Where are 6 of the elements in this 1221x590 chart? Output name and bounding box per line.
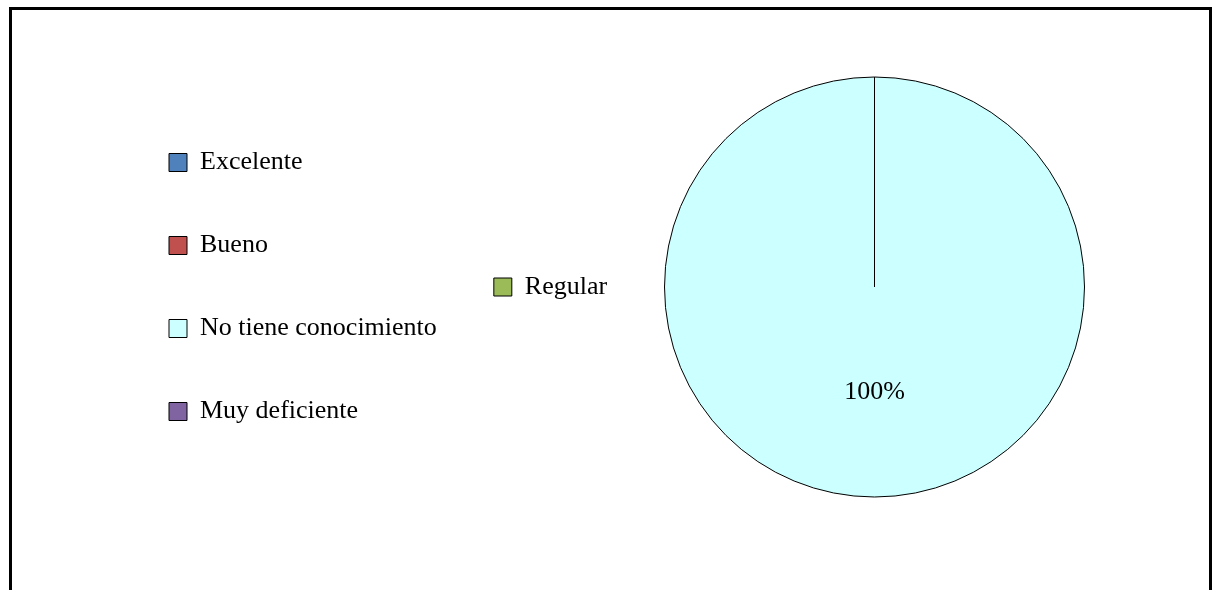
legend-label: Bueno xyxy=(200,229,268,259)
legend-label: No tiene conocimiento xyxy=(200,312,437,342)
legend-label: Regular xyxy=(524,270,608,300)
data-label: 100% xyxy=(844,375,905,405)
legend-label: Muy deficiente xyxy=(200,395,359,425)
legend-label: Excelente xyxy=(200,146,303,176)
